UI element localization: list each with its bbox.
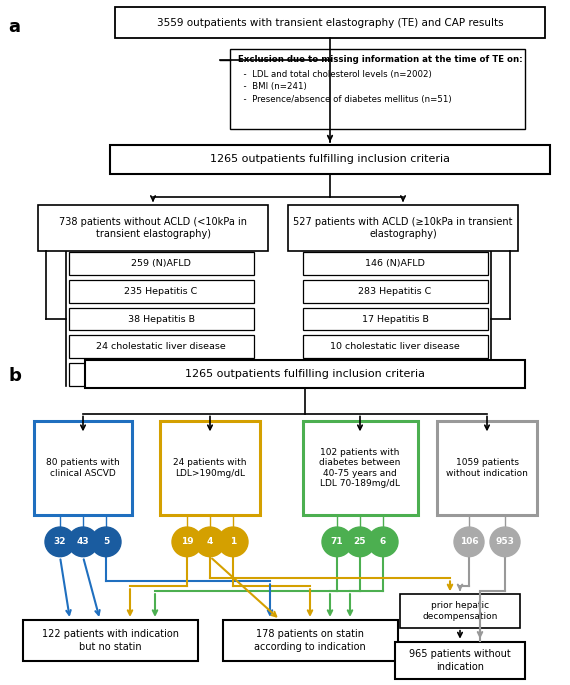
Bar <box>68 336 254 358</box>
Text: 32: 32 <box>54 537 66 547</box>
Text: 3559 outpatients with transient elastography (TE) and CAP results: 3559 outpatients with transient elastogr… <box>157 18 503 27</box>
Text: 19: 19 <box>181 537 193 547</box>
Bar <box>400 594 520 627</box>
Text: 1265 outpatients fulfilling inclusion criteria: 1265 outpatients fulfilling inclusion cr… <box>210 154 450 164</box>
Circle shape <box>345 527 375 557</box>
Text: 25: 25 <box>354 537 367 547</box>
Text: Exclusion due to missing information at the time of TE on:: Exclusion due to missing information at … <box>238 55 523 64</box>
Text: 5: 5 <box>103 537 109 547</box>
Text: 146 (N)AFLD: 146 (N)AFLD <box>365 259 425 268</box>
Text: 527 patients with ACLD (≥10kPa in transient
elastography): 527 patients with ACLD (≥10kPa in transi… <box>293 217 513 239</box>
Bar <box>395 642 525 679</box>
Text: 102 patients with
diabetes between
40-75 years and
LDL 70-189mg/dL: 102 patients with diabetes between 40-75… <box>319 448 401 488</box>
Text: 965 patients without
indication: 965 patients without indication <box>409 649 511 671</box>
Bar <box>110 145 550 174</box>
Circle shape <box>218 527 248 557</box>
Text: 80 patients with
clinical ASCVD: 80 patients with clinical ASCVD <box>46 458 120 477</box>
Text: 4: 4 <box>207 537 213 547</box>
Bar <box>288 205 518 251</box>
Bar <box>303 280 487 303</box>
Text: 17 Hepatitis B: 17 Hepatitis B <box>361 314 429 323</box>
Bar <box>303 421 417 514</box>
Circle shape <box>368 527 398 557</box>
Circle shape <box>45 527 75 557</box>
Text: 953: 953 <box>495 537 515 547</box>
Circle shape <box>195 527 225 557</box>
Bar <box>437 421 537 514</box>
Text: 182 other liver disease: 182 other liver disease <box>107 370 215 379</box>
Bar <box>68 363 254 386</box>
Bar <box>68 308 254 330</box>
Text: b: b <box>8 367 21 385</box>
Text: prior hepatic
decompensation: prior hepatic decompensation <box>422 601 498 621</box>
Text: 1: 1 <box>230 537 236 547</box>
Text: 283 Hepatitis C: 283 Hepatitis C <box>359 287 431 296</box>
Bar <box>303 336 487 358</box>
Text: 235 Hepatitis C: 235 Hepatitis C <box>124 287 198 296</box>
Bar <box>303 363 487 386</box>
Text: 24 cholestatic liver disease: 24 cholestatic liver disease <box>96 342 226 351</box>
Text: 43: 43 <box>77 537 89 547</box>
Circle shape <box>172 527 202 557</box>
Text: 1265 outpatients fulfilling inclusion criteria: 1265 outpatients fulfilling inclusion cr… <box>185 369 425 379</box>
Text: 178 patients on statin
according to indication: 178 patients on statin according to indi… <box>254 630 366 651</box>
Circle shape <box>91 527 121 557</box>
Text: 10 cholestatic liver disease: 10 cholestatic liver disease <box>330 342 460 351</box>
Bar <box>38 205 268 251</box>
Bar <box>160 421 260 514</box>
Text: 6: 6 <box>380 537 386 547</box>
Text: a: a <box>8 18 20 36</box>
Circle shape <box>322 527 352 557</box>
Bar <box>303 252 487 275</box>
Bar <box>303 308 487 330</box>
Text: 122 patients with indication
but no statin: 122 patients with indication but no stat… <box>42 630 178 651</box>
Text: 1059 patients
without indication: 1059 patients without indication <box>446 458 528 477</box>
Bar <box>230 49 525 129</box>
Text: 24 patients with
LDL>190mg/dL: 24 patients with LDL>190mg/dL <box>173 458 247 477</box>
Bar <box>222 620 397 661</box>
Circle shape <box>454 527 484 557</box>
Text: 738 patients without ACLD (<10kPa in
transient elastography): 738 patients without ACLD (<10kPa in tra… <box>59 217 247 239</box>
Circle shape <box>490 527 520 557</box>
Bar <box>85 360 525 388</box>
Text: 38 Hepatitis B: 38 Hepatitis B <box>128 314 194 323</box>
Bar <box>68 280 254 303</box>
Bar <box>22 620 197 661</box>
Circle shape <box>68 527 98 557</box>
Bar <box>68 252 254 275</box>
Text: 106: 106 <box>459 537 478 547</box>
Text: 71 other liver disease: 71 other liver disease <box>343 370 447 379</box>
Text: 71: 71 <box>331 537 343 547</box>
Text: 259 (N)AFLD: 259 (N)AFLD <box>131 259 191 268</box>
Text: -  LDL and total cholesterol levels (n=2002)
  -  BMI (n=241)
  -  Presence/abse: - LDL and total cholesterol levels (n=20… <box>238 70 451 104</box>
Bar <box>115 8 545 38</box>
Bar <box>34 421 132 514</box>
